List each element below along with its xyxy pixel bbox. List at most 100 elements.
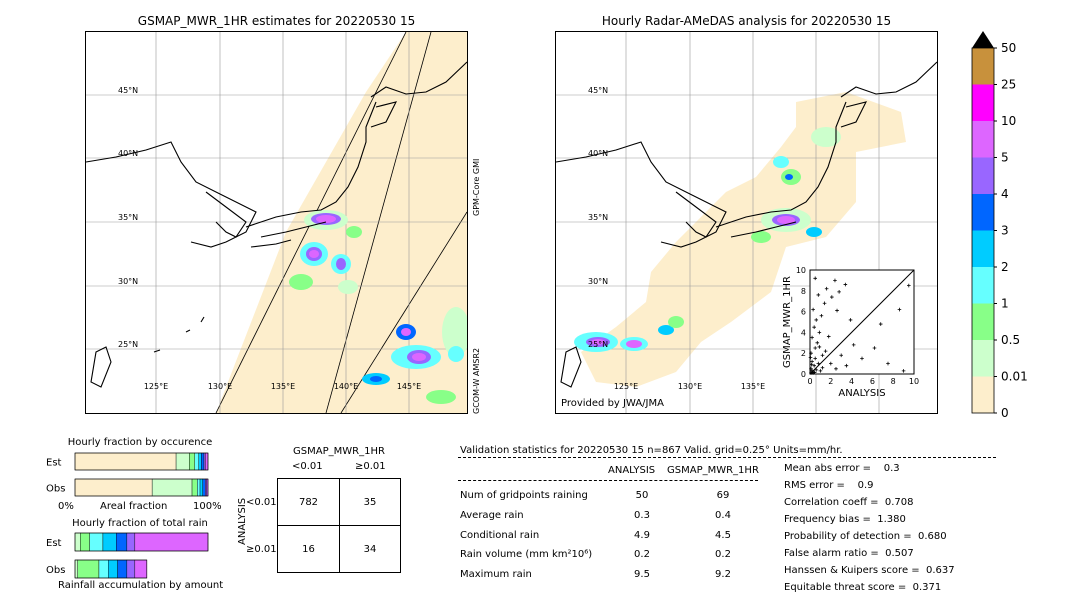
scatter-point	[819, 313, 824, 318]
stat-gsmap: 69	[716, 490, 730, 501]
lon-label: 145°E	[397, 382, 421, 391]
scatter-point	[851, 343, 856, 347]
scatter-point	[817, 330, 822, 335]
bar-segment	[202, 478, 206, 497]
score-line: Hanssen & Kuipers score = 0.637	[784, 565, 955, 576]
bar-segment	[197, 478, 201, 497]
scatter-point	[872, 346, 877, 350]
y-tick-label: 4	[801, 328, 806, 337]
left-map-lat-labels: 45°N 40°N 35°N 30°N 25°N	[118, 86, 138, 349]
total-rain-chart: Est Obs	[46, 532, 209, 579]
bar-segment	[74, 478, 153, 497]
x-tick-label: 6	[870, 377, 875, 386]
total-rain-title: Hourly fraction of total rain	[72, 518, 208, 529]
right-map-canvas: 45°N 40°N 35°N 30°N 25°N 125°E 130°E 135…	[556, 32, 937, 413]
colorbar-tick-label: 10	[1001, 114, 1016, 128]
coastline	[556, 61, 937, 388]
stat-analysis: 9.5	[634, 569, 650, 580]
lon-label: 135°E	[741, 382, 765, 391]
contingency-cell: 35	[363, 497, 377, 508]
bar-segment	[134, 559, 148, 579]
scatter-point	[815, 341, 820, 345]
x-tick-label: 2	[828, 377, 833, 386]
stat-label: Num of gridpoints raining	[460, 490, 588, 501]
bar-segment	[116, 532, 128, 552]
colorbar-segment	[972, 303, 994, 340]
lat-label: 30°N	[588, 277, 608, 286]
bar-outline	[74, 559, 148, 579]
colorbar-tick-label: 50	[1001, 41, 1016, 55]
scatter-point	[901, 369, 906, 373]
scatter-point	[839, 353, 843, 358]
scatter-point	[820, 353, 825, 358]
x-tick-label: 0	[807, 377, 812, 386]
colorbar-tick-label: 25	[1001, 78, 1016, 92]
x-tick-label: 8	[891, 377, 896, 386]
scatter-point	[835, 308, 839, 313]
stat-analysis: 4.9	[634, 530, 650, 541]
bar-segment	[189, 452, 195, 471]
y-tick-label: 6	[801, 308, 806, 317]
colorbar-segment	[972, 121, 994, 158]
bar-segment	[117, 559, 128, 579]
stat-gsmap: 9.2	[715, 569, 731, 580]
total-rain-xlabel: Rainfall accumulation by amount	[58, 580, 224, 591]
coastline	[86, 61, 467, 388]
colorbar-segment	[972, 194, 994, 231]
scatter-point	[813, 356, 817, 361]
scatter-point	[886, 361, 890, 366]
y-tick-label: 10	[796, 266, 806, 275]
bar-segment	[108, 559, 118, 579]
scatter-point	[818, 369, 823, 373]
scatter-point	[813, 276, 817, 281]
colorbar-segment	[972, 267, 994, 304]
bar-segment	[134, 532, 209, 552]
x-tick-label: 4	[849, 377, 854, 386]
contingency-row-label: ≥0.01	[246, 544, 277, 555]
colorbar-segment	[972, 230, 994, 267]
score-line: False alarm ratio = 0.507	[784, 548, 914, 559]
stat-label: Conditional rain	[460, 530, 540, 541]
bar-segment	[205, 452, 209, 471]
scatter-point	[812, 325, 816, 329]
scatter-point	[834, 367, 838, 371]
stat-label: Rain volume (mm km²10⁶)	[460, 549, 593, 560]
lat-label: 45°N	[588, 86, 608, 95]
bar-row-label: Est	[46, 458, 62, 469]
contingency-title: GSMAP_MWR_1HR	[293, 446, 385, 457]
lat-label: 30°N	[118, 277, 138, 286]
bar-row-label: Obs	[46, 565, 65, 576]
bar-segment	[198, 452, 202, 471]
lat-label: 45°N	[118, 86, 138, 95]
scatter-point	[809, 362, 814, 367]
bar-segment	[74, 532, 81, 552]
colorbar-tick-label: 0.01	[1001, 370, 1028, 384]
bar-outline	[74, 532, 209, 552]
y-tick-label: 8	[801, 287, 806, 296]
stat-analysis: 50	[635, 490, 649, 501]
lon-label: 125°E	[614, 382, 638, 391]
lat-label: 35°N	[118, 213, 138, 222]
y-axis-label: GSMAP_MWR_1HR	[782, 276, 793, 368]
validation-header: Validation statistics for 20220530 15 n=…	[460, 445, 843, 456]
bar-segment	[74, 559, 78, 579]
stat-analysis: 0.3	[634, 510, 650, 521]
scatter-point	[822, 301, 827, 306]
scatter-point	[848, 318, 853, 322]
score-line: Frequency bias = 1.380	[784, 514, 906, 525]
scatter-point	[826, 334, 831, 339]
occurrence-tick-end: 100%	[193, 501, 222, 512]
scatter-point	[811, 307, 815, 312]
lat-label: 40°N	[588, 149, 608, 158]
colorbar-segment	[972, 340, 994, 377]
colorbar-segment	[972, 48, 994, 85]
lon-label: 130°E	[678, 382, 702, 391]
scatter-point	[823, 349, 828, 353]
bar-segment	[89, 532, 104, 552]
scatter-point	[907, 283, 911, 288]
bar-outline	[74, 452, 209, 471]
scatter-point	[812, 363, 816, 368]
scatter-point	[809, 351, 813, 355]
radar-coverage	[581, 92, 906, 387]
contingency-cell: 34	[363, 544, 377, 555]
